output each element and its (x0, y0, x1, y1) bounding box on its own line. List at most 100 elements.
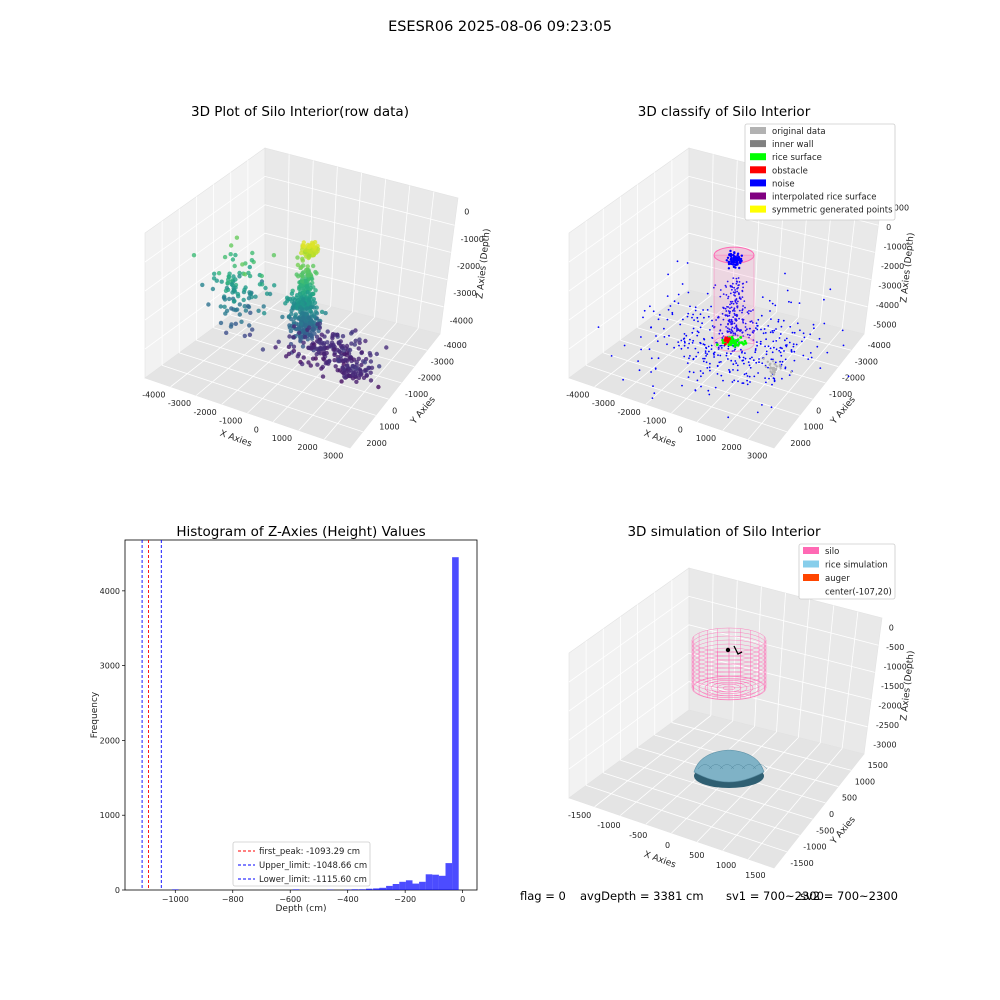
noise-point (795, 343, 798, 346)
noise-point (775, 328, 777, 330)
raw-point (303, 248, 308, 253)
noise-point (743, 300, 746, 302)
raw-point (229, 243, 234, 248)
raw-point (369, 365, 375, 370)
noise-point (663, 327, 665, 330)
noise-point (731, 321, 734, 323)
noise-point (745, 281, 748, 283)
hist-bar (392, 884, 400, 890)
noise-point (842, 344, 845, 347)
raw-point (302, 334, 308, 340)
noise-point (704, 350, 707, 352)
x-tick-label: -2000 (193, 408, 216, 417)
z-tick-label: 0 (464, 208, 469, 217)
legend-swatch (750, 127, 766, 134)
raw-point (299, 250, 304, 256)
noise-point (749, 327, 751, 330)
noise-point (786, 344, 788, 346)
legend-swatch (750, 140, 766, 148)
rice-mound-texture (708, 764, 724, 770)
classify-x-axis-label: X Axies (642, 429, 677, 450)
noise-point (738, 309, 741, 312)
x-tick-label: −1000 (162, 895, 189, 904)
y-tick-label: 4000 (100, 587, 120, 596)
x-tick-label: -2000 (617, 408, 640, 417)
noise-point (721, 312, 724, 315)
raw-point (223, 288, 229, 293)
noise-point (700, 385, 702, 388)
noise-point (734, 348, 736, 351)
z-tick-label: -3000 (873, 740, 896, 749)
raw-point (319, 366, 324, 371)
noise-point (699, 326, 702, 329)
raw-point (257, 282, 263, 287)
noise-point (652, 385, 654, 387)
raw-point (233, 321, 238, 326)
raw-point (311, 243, 316, 249)
raw-point (230, 283, 235, 288)
raw-point (296, 351, 301, 357)
noise-point (756, 344, 758, 347)
noise-point (742, 321, 745, 324)
y-tick-label: 3000 (100, 662, 120, 671)
x-tick-label: -500 (629, 831, 647, 840)
noise-point (654, 367, 657, 370)
z-tick-label: -1000 (884, 243, 907, 252)
noise-point (687, 347, 689, 349)
noise-point (709, 369, 711, 372)
legend-swatch (750, 153, 766, 161)
noise-point (813, 327, 815, 330)
noise-point (702, 357, 704, 360)
noise-point (735, 319, 738, 322)
raw-point (291, 348, 297, 354)
noise-point (694, 347, 697, 350)
x-tick-label: −400 (337, 895, 359, 904)
noise-point (720, 347, 723, 349)
x-tick-label: 1000 (696, 434, 716, 443)
y-tick-label: -4000 (868, 341, 891, 350)
y-tick-label: -3000 (855, 357, 878, 366)
noise-point (650, 326, 652, 329)
raw-point (228, 252, 233, 257)
silo-floor-ring (704, 679, 754, 697)
hist-bar (432, 874, 439, 890)
noise-point (692, 357, 695, 360)
raw-point (311, 326, 316, 331)
hist-bar (351, 889, 359, 890)
noise-point (773, 380, 776, 383)
noise-point (733, 307, 736, 310)
noise-point (705, 361, 708, 364)
noise-point (724, 284, 727, 287)
panel-raw-data: 3D Plot of Silo Interior(row data) -4000… (142, 104, 492, 461)
original-data-point (769, 366, 772, 369)
raw-point (314, 334, 320, 339)
noise-point (732, 263, 735, 266)
noise-point (696, 379, 699, 382)
raw-point (374, 351, 379, 357)
raw-point (301, 297, 306, 302)
rice-mound-texture (752, 764, 768, 770)
noise-point (703, 357, 706, 360)
noise-point (750, 320, 753, 322)
x-tick-label: 1000 (272, 434, 292, 443)
noise-point (725, 326, 727, 328)
noise-point (728, 328, 731, 331)
raw-point (308, 249, 313, 254)
noise-point (713, 286, 715, 289)
noise-point (732, 253, 735, 257)
noise-point (689, 355, 691, 357)
raw-point (287, 325, 293, 330)
noise-point (782, 319, 785, 322)
noise-point (728, 371, 731, 374)
z-tick-label: -1000 (461, 235, 484, 244)
raw-point (306, 297, 312, 302)
raw-point (225, 280, 230, 286)
noise-point (728, 314, 731, 317)
noise-point (693, 319, 695, 321)
raw-point (342, 370, 347, 375)
noise-point (722, 318, 725, 321)
noise-point (707, 345, 710, 348)
original-data-point (772, 370, 775, 373)
raw-point (292, 297, 297, 303)
noise-point (683, 355, 686, 358)
